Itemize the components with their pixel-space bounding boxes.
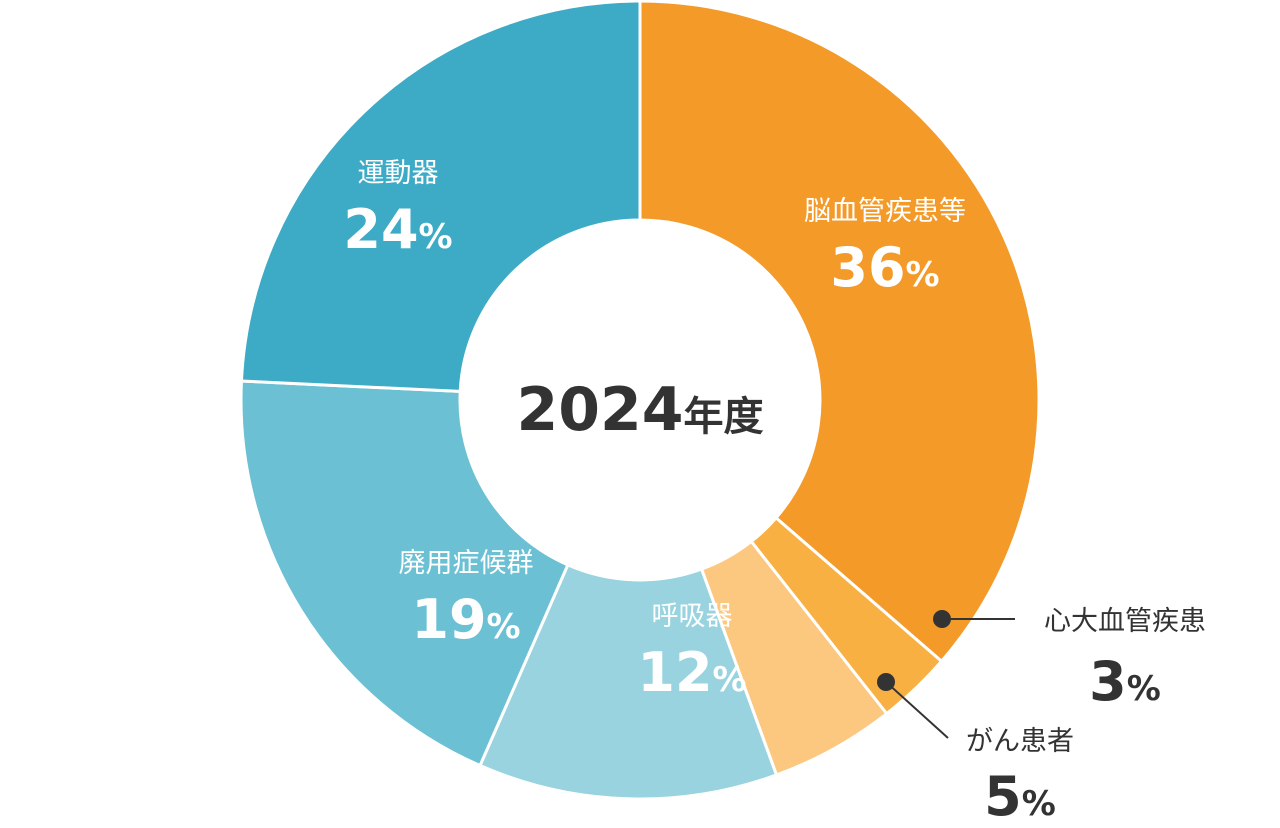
leader-line-2: [885, 681, 949, 739]
slice-label-name-0: 脳血管疾患等: [804, 196, 966, 227]
slice-label-value-5: 24%: [343, 198, 452, 261]
slice-label-name-2: がん患者: [966, 726, 1074, 757]
leader-lines-group: [877, 610, 1015, 739]
slice-label-value-3: 12%: [637, 641, 746, 704]
center-label: 2024年度: [517, 375, 764, 445]
center-label-suffix: 年度: [684, 394, 764, 440]
slice-label-value-4: 19%: [411, 588, 520, 651]
slice-label-name-4: 廃用症候群: [399, 548, 534, 579]
donut-hole: [460, 220, 820, 580]
slice-label-value-0: 36%: [830, 236, 939, 299]
leader-dot-2: [877, 673, 895, 691]
slices-group: [239, 0, 1041, 801]
slice-label-name-3: 呼吸器: [652, 601, 733, 632]
slice-label-name-5: 運動器: [358, 158, 439, 189]
leader-dot-1: [933, 610, 951, 628]
slice-label-value-2: 5%: [984, 765, 1056, 828]
labels-group: 脳血管疾患等 36% 心大血管疾患 3% がん患者 5% 呼吸器 12% 廃用症候群 19% 運動器…: [343, 158, 1206, 828]
center-label-year: 2024: [517, 375, 684, 445]
slice-label-value-1: 3%: [1089, 650, 1161, 713]
slice-label-name-1: 心大血管疾患: [1044, 606, 1206, 637]
